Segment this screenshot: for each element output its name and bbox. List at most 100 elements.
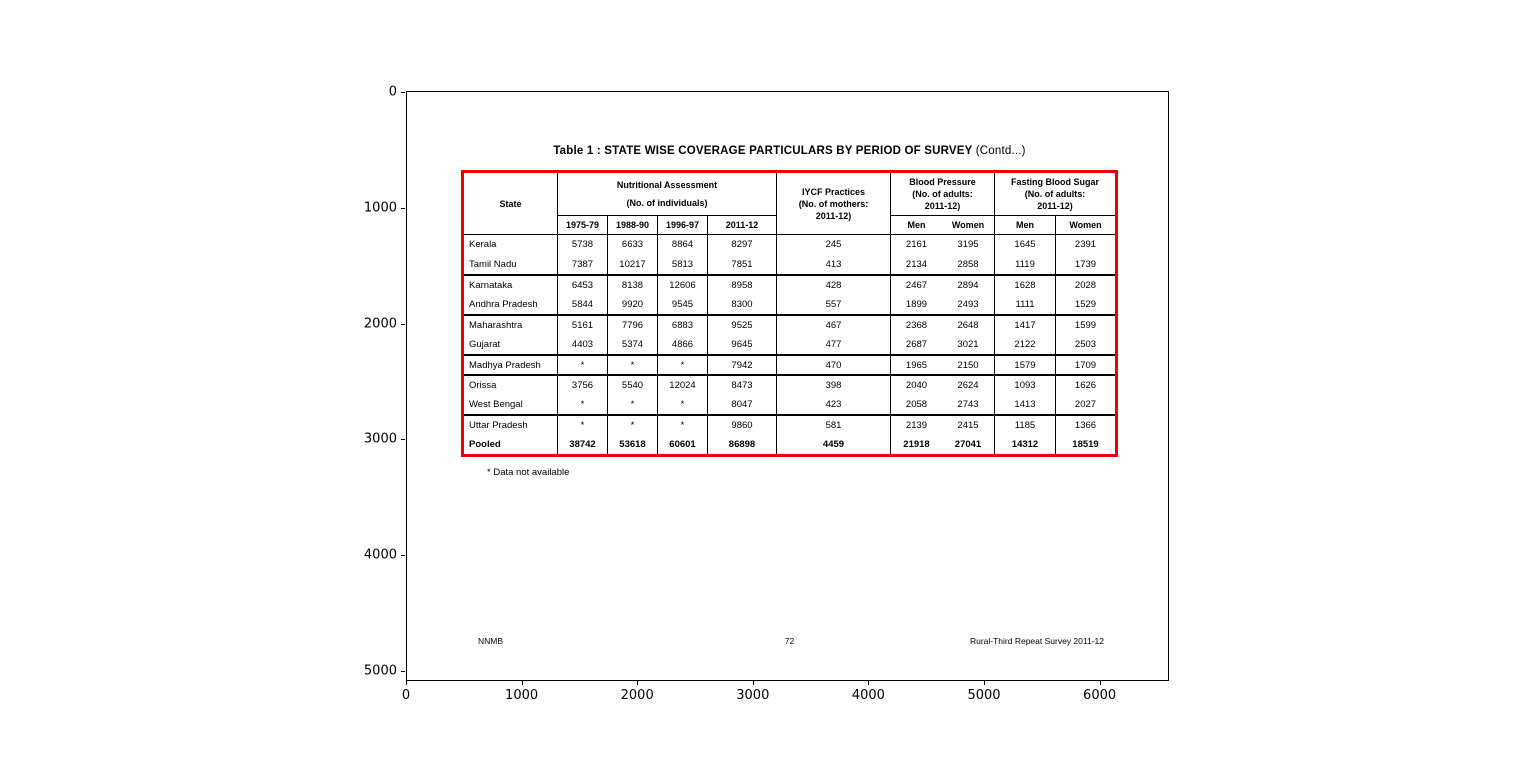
value-cell: * [607, 394, 657, 414]
x-tick-mark [1099, 681, 1101, 685]
value-cell: 2027 [1055, 394, 1115, 414]
value-cell: 5161 [557, 314, 607, 334]
value-cell: 2624 [942, 374, 994, 394]
x-tick-mark [868, 681, 870, 685]
x-tick-label: 3000 [736, 688, 770, 703]
value-cell: * [657, 354, 707, 374]
table-footnote: * Data not available [487, 467, 570, 478]
header-iycf-line1: IYCF Practices [801, 186, 866, 197]
value-cell: 9545 [657, 294, 707, 314]
value-cell: 1965 [890, 354, 942, 374]
value-cell: 86898 [707, 434, 776, 454]
value-cell: 60601 [657, 434, 707, 454]
header-fbs-line3: 2011-12) [1037, 201, 1073, 211]
value-cell: 4866 [657, 334, 707, 354]
table-title-main: Table 1 : STATE WISE COVERAGE PARTICULAR… [553, 145, 973, 157]
value-cell: 4403 [557, 334, 607, 354]
state-cell: Gujarat [469, 338, 501, 350]
value-cell: 5813 [657, 254, 707, 274]
value-cell: * [607, 354, 657, 374]
header-fbs-line2: (No. of adults: [1024, 189, 1086, 199]
value-cell: 8138 [607, 274, 657, 294]
value-cell: 6453 [557, 274, 607, 294]
y-tick-label: 1000 [363, 200, 397, 216]
value-cell: 27041 [954, 438, 982, 450]
value-cell: 2503 [1055, 334, 1115, 354]
value-cell: 9920 [607, 294, 657, 314]
y-tick-mark [401, 671, 405, 672]
x-tick-label: 6000 [1083, 688, 1117, 703]
y-tick-label: 5000 [363, 663, 397, 679]
state-cell: Pooled [469, 438, 501, 450]
header-fbs-men: Men [994, 215, 1055, 234]
value-cell: 14312 [994, 434, 1055, 454]
value-cell: 12606 [657, 274, 707, 294]
value-cell: 6883 [657, 314, 707, 334]
value-cell: 3195 [942, 234, 994, 254]
value-cell: 2028 [1055, 274, 1115, 294]
value-cell: 9525 [707, 314, 776, 334]
header-year-1996-97: 1996-97 [657, 215, 707, 234]
value-cell: 1599 [1055, 314, 1115, 334]
value-cell: 7387 [557, 254, 607, 274]
value-cell: 8300 [707, 294, 776, 314]
y-tick-label: 3000 [363, 431, 397, 447]
value-cell: 5374 [607, 334, 657, 354]
value-cell: * [557, 394, 607, 414]
y-tick-label: 2000 [363, 316, 397, 332]
value-cell: * [657, 394, 707, 414]
header-nutrition-line1: Nutritional Assessment [616, 180, 718, 190]
value-cell: 1417 [994, 314, 1055, 334]
value-cell: 477 [776, 334, 890, 354]
value-cell: 1645 [994, 234, 1055, 254]
value-cell: 12024 [657, 374, 707, 394]
header-bp-line2: (No. of adults: [912, 189, 973, 199]
value-cell: 2139 [890, 414, 942, 434]
value-cell: 8047 [707, 394, 776, 414]
value-cell: 1899 [890, 294, 942, 314]
value-cell: 1529 [1055, 294, 1115, 314]
header-nutritional-assessment: Nutritional Assessment (No. of individua… [557, 173, 776, 215]
state-cell: Tamil Nadu [469, 258, 517, 270]
value-cell: 2122 [994, 334, 1055, 354]
header-year-1975-79: 1975-79 [557, 215, 607, 234]
state-cell: Madhya Pradesh [464, 354, 557, 374]
value-cell: 2648 [942, 314, 994, 334]
y-tick-mark [401, 555, 405, 557]
header-blood-pressure: Blood Pressure (No. of adults: 2011-12) [890, 173, 994, 215]
header-iycf-line3: 2011-12) [815, 210, 852, 221]
header-bp-men: Men [890, 215, 942, 234]
header-fbs-line1: Fasting Blood Sugar [1010, 177, 1099, 187]
value-cell: 7942 [707, 354, 776, 374]
value-cell: 21918 [890, 434, 942, 454]
state-cell: Maharashtra [464, 314, 557, 334]
value-cell: 53618 [607, 434, 657, 454]
value-cell: * [557, 354, 607, 374]
header-fasting-blood-sugar: Fasting Blood Sugar (No. of adults: 2011… [994, 173, 1115, 215]
value-cell: 9860 [707, 414, 776, 434]
page-footer-left: NNMB [478, 636, 504, 646]
state-cell: Karnataka [464, 274, 557, 294]
x-tick-mark [752, 681, 754, 685]
state-cell: Kerala [464, 234, 557, 254]
value-cell: 6633 [607, 234, 657, 254]
value-cell: 2858 [957, 258, 979, 270]
value-cell: 1413 [994, 394, 1055, 414]
value-cell: 1366 [1055, 414, 1115, 434]
value-cell: 413 [776, 254, 890, 274]
value-cell: 2391 [1055, 234, 1115, 254]
y-tick-mark [401, 323, 405, 325]
value-cell: 2493 [957, 298, 979, 310]
y-tick-mark [401, 207, 405, 209]
value-cell: 38742 [557, 434, 607, 454]
header-iycf-line2: (No. of mothers: [798, 198, 869, 209]
value-cell: 2058 [890, 394, 942, 414]
value-cell: 2687 [890, 334, 942, 354]
y-tick-mark [401, 92, 405, 93]
x-tick-mark [637, 681, 639, 685]
x-tick-mark [521, 681, 523, 685]
value-cell: 2150 [942, 354, 994, 374]
value-cell: 2368 [890, 314, 942, 334]
value-cell: 1111 [994, 294, 1055, 314]
